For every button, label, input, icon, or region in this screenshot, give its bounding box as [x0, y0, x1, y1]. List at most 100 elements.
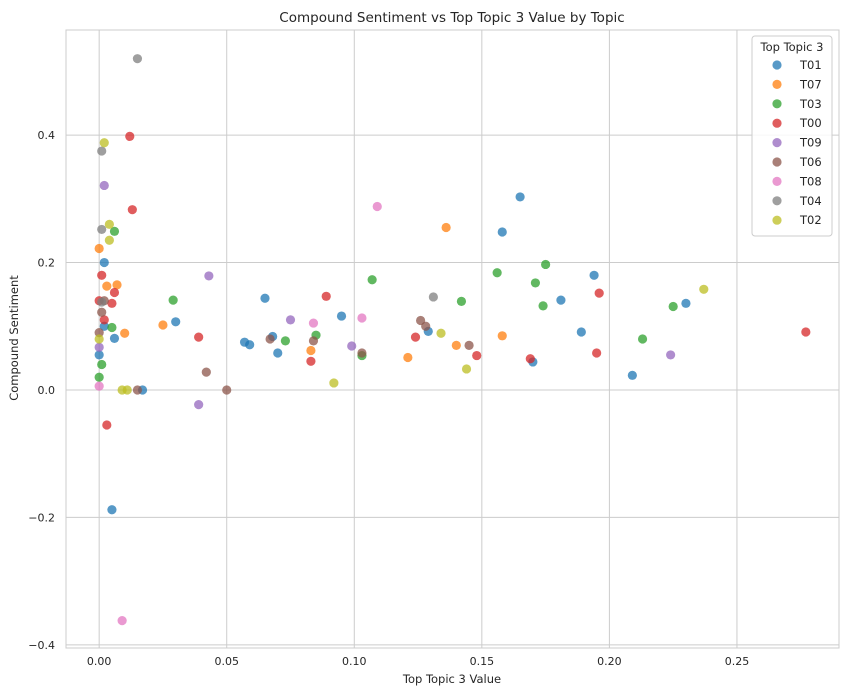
legend-item: T02	[772, 213, 822, 227]
y-tick-label: 0.0	[38, 384, 56, 397]
y-tick-label: 0.4	[38, 129, 56, 142]
data-point	[194, 332, 204, 342]
data-point	[336, 311, 347, 321]
data-point	[451, 340, 461, 350]
data-point	[668, 301, 678, 312]
legend-item: T01	[772, 58, 822, 72]
legend-item: T00	[772, 116, 822, 130]
data-point	[367, 275, 377, 285]
legend-marker	[772, 99, 782, 109]
data-point	[525, 354, 535, 364]
data-point	[109, 226, 120, 236]
series-t03	[94, 226, 678, 382]
data-point	[681, 298, 691, 308]
x-axis-ticks: 0.00 0.05 0.10 0.15 0.20 0.25	[87, 655, 749, 668]
series-t08	[94, 201, 382, 626]
data-point	[245, 340, 255, 350]
chart-title: Compound Sentiment vs Top Topic 3 Value …	[279, 10, 624, 26]
data-point	[94, 381, 104, 391]
data-point	[99, 315, 109, 325]
y-tick-label: −0.4	[28, 639, 55, 652]
x-tick-label: 0.00	[87, 655, 112, 668]
data-point	[204, 271, 214, 281]
legend-label: T09	[799, 136, 822, 150]
data-point	[515, 192, 525, 202]
data-point	[421, 321, 431, 331]
x-tick-label: 0.20	[597, 655, 622, 668]
data-point	[280, 336, 290, 346]
data-point	[171, 317, 181, 327]
x-tick-label: 0.10	[342, 655, 367, 668]
data-point	[403, 352, 413, 363]
legend-label: T00	[799, 116, 822, 130]
data-point	[102, 281, 112, 291]
legend-marker	[772, 60, 782, 70]
plot-background	[66, 30, 839, 648]
data-point	[97, 224, 107, 235]
data-point	[94, 350, 104, 360]
data-point	[99, 138, 109, 148]
data-point	[107, 298, 117, 308]
data-point	[201, 367, 211, 377]
series-t00	[94, 131, 811, 430]
legend-title: Top Topic 3	[760, 40, 824, 54]
gridlines	[66, 30, 839, 648]
data-point	[530, 278, 541, 288]
data-point	[120, 328, 130, 338]
data-point	[127, 205, 137, 215]
data-point	[436, 328, 446, 338]
plot-area	[66, 30, 839, 648]
data-point	[94, 328, 104, 338]
data-point	[97, 297, 107, 307]
legend-item: T07	[772, 77, 822, 91]
y-tick-label: 0.2	[38, 257, 56, 270]
axes-frame	[65, 29, 840, 649]
data-point	[94, 372, 104, 382]
data-point	[699, 284, 709, 294]
data-point	[637, 334, 648, 344]
data-point	[541, 259, 551, 270]
data-point	[125, 131, 135, 141]
data-point	[107, 322, 117, 333]
data-point	[306, 345, 316, 356]
legend-label: T04	[799, 194, 822, 208]
legend-item: T03	[772, 97, 822, 111]
data-point	[97, 307, 107, 317]
data-point	[132, 385, 143, 395]
data-point	[97, 359, 107, 370]
data-point	[107, 505, 117, 515]
legend-marker	[772, 79, 782, 89]
legend-marker	[772, 176, 782, 186]
data-point	[99, 257, 109, 268]
legend-label: T07	[799, 77, 822, 91]
legend-item: T09	[772, 136, 822, 150]
data-point	[589, 270, 599, 280]
data-point	[410, 332, 421, 342]
data-point	[497, 227, 507, 237]
data-point	[99, 321, 109, 331]
data-point	[94, 243, 104, 254]
data-point	[132, 54, 143, 64]
data-point	[104, 219, 114, 229]
data-point	[194, 400, 204, 410]
data-point	[357, 348, 367, 358]
data-point	[801, 327, 811, 337]
x-tick-label: 0.05	[214, 655, 239, 668]
data-point	[321, 291, 331, 301]
data-point	[122, 385, 132, 395]
legend-item: T08	[772, 174, 822, 188]
data-point	[99, 180, 109, 191]
data-point	[260, 293, 270, 303]
data-point	[666, 350, 676, 360]
series-t04	[97, 54, 438, 307]
data-point	[461, 364, 472, 374]
data-point	[308, 318, 319, 328]
data-point	[308, 336, 319, 346]
legend-box	[751, 35, 833, 237]
data-point	[594, 288, 604, 298]
series-t07	[94, 222, 507, 363]
data-point	[94, 334, 104, 344]
data-points	[94, 54, 811, 626]
data-point	[273, 348, 283, 358]
y-tick-label: −0.2	[28, 511, 55, 524]
